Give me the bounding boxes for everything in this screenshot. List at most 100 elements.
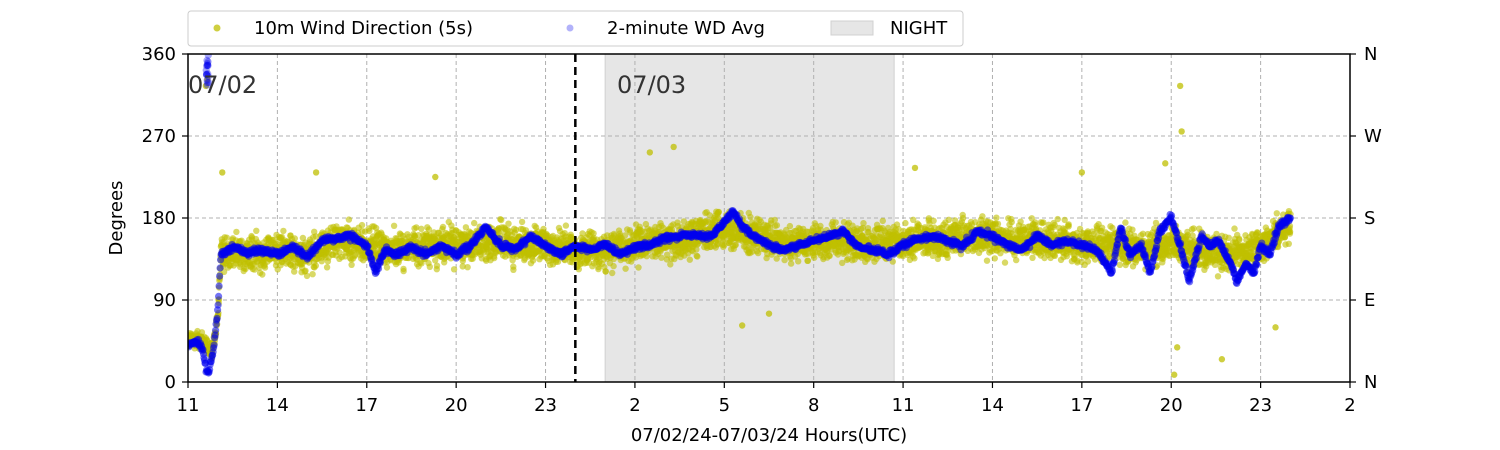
data-point-5s	[643, 253, 650, 260]
data-point-5s	[529, 257, 537, 264]
data-point-5s	[518, 218, 526, 226]
data-point-5s	[1109, 224, 1116, 232]
data-point-5s	[261, 264, 269, 271]
data-point-5s	[1116, 261, 1124, 268]
data-point-5s	[860, 220, 867, 227]
data-point-5s	[426, 263, 433, 270]
data-point-5s	[312, 233, 320, 240]
data-point-5s	[491, 254, 498, 262]
data-point-5s	[602, 268, 609, 275]
data-point-5s	[233, 228, 240, 236]
data-point-5s	[1054, 215, 1061, 223]
data-point-5s	[622, 265, 629, 272]
data-point-5s	[512, 226, 520, 234]
data-point-5s	[309, 271, 316, 278]
data-point-5s	[1013, 256, 1020, 264]
data-point-5s	[280, 227, 287, 235]
data-point-5s	[902, 219, 909, 227]
data-point-5s	[658, 254, 665, 261]
data-point-5s	[635, 264, 642, 271]
data-point-5s	[238, 237, 245, 244]
data-point-5s	[302, 267, 309, 274]
data-point-5s	[459, 263, 466, 270]
data-point-5s	[804, 257, 812, 264]
data-point-5s	[667, 261, 674, 268]
data-point-5s	[462, 224, 470, 231]
data-point-5s	[510, 266, 517, 273]
data-point-5s	[464, 264, 471, 271]
data-point-5s	[879, 217, 886, 225]
data-point-5s	[366, 227, 373, 235]
data-point-5s	[433, 262, 441, 269]
data-point-5s	[590, 230, 597, 237]
data-point-5s	[1190, 225, 1197, 232]
data-point-5s	[1225, 234, 1233, 241]
data-point-5s	[242, 265, 249, 272]
data-point-5s	[579, 230, 586, 237]
data-point-5s	[773, 222, 781, 229]
data-point-5s	[911, 255, 918, 262]
data-point-5s	[747, 213, 754, 221]
data-point-5s	[610, 262, 617, 270]
data-point-5s	[781, 256, 788, 264]
data-point-5s	[418, 260, 425, 267]
data-point-5s	[664, 251, 671, 258]
data-point-5s	[450, 266, 458, 273]
data-point-5s	[390, 222, 398, 229]
data-point-5s	[413, 224, 420, 231]
data-point-5s	[383, 264, 391, 271]
data-point-5s	[439, 223, 447, 231]
data-point-5s	[959, 214, 967, 222]
data-point-5s	[1236, 236, 1243, 244]
data-point-5s	[348, 261, 355, 268]
data-point-5s	[609, 269, 616, 277]
data-point-5s	[1001, 259, 1009, 266]
data-point-5s	[425, 226, 433, 233]
data-point-5s	[554, 258, 562, 265]
data-point-5s	[400, 267, 407, 275]
data-point-5s	[1122, 219, 1129, 226]
data-point-5s	[991, 255, 998, 262]
data-point-5s	[795, 258, 802, 265]
data-point-5s	[1084, 258, 1092, 265]
data-point-5s	[787, 260, 795, 267]
data-point-5s	[253, 227, 260, 234]
data-point-5s	[694, 253, 701, 260]
data-point-5s	[944, 254, 951, 261]
data-point-5s	[1008, 218, 1015, 226]
data-point-5s	[291, 268, 298, 275]
data-point-5s	[1029, 254, 1036, 261]
data-point-5s	[993, 214, 1000, 221]
data-point-5s	[498, 216, 505, 224]
data-point-5s	[562, 222, 570, 229]
data-point-5s	[786, 222, 794, 230]
data-point-5s	[509, 257, 516, 264]
data-point-5s	[303, 272, 311, 280]
data-point-5s	[345, 216, 353, 223]
data-point-5s	[994, 220, 1002, 228]
data-point-5s	[1129, 226, 1136, 233]
data-point-5s	[930, 217, 937, 224]
data-point-5s	[1065, 221, 1072, 228]
data-point-5s	[323, 264, 331, 271]
data-point-5s	[983, 257, 991, 264]
data-point-5s	[575, 266, 582, 273]
data-point-5s	[715, 208, 722, 216]
data-point-5s	[945, 216, 952, 223]
data-point-5s	[686, 256, 693, 263]
data-point-5s	[505, 220, 512, 227]
data-point-5s	[432, 257, 439, 264]
data-point-5s	[223, 234, 230, 241]
data-point-5s	[1214, 273, 1222, 280]
data-point-5s	[418, 225, 425, 232]
data-point-5s	[811, 254, 818, 261]
data-point-5s	[358, 221, 366, 229]
data-point-5s	[259, 271, 266, 278]
data-point-5s	[595, 265, 602, 273]
data-point-5s	[415, 232, 422, 239]
data-point-5s	[471, 219, 478, 227]
data-point-5s	[1231, 225, 1238, 232]
data-point-5s	[826, 252, 833, 259]
data-point-5s	[312, 262, 319, 269]
